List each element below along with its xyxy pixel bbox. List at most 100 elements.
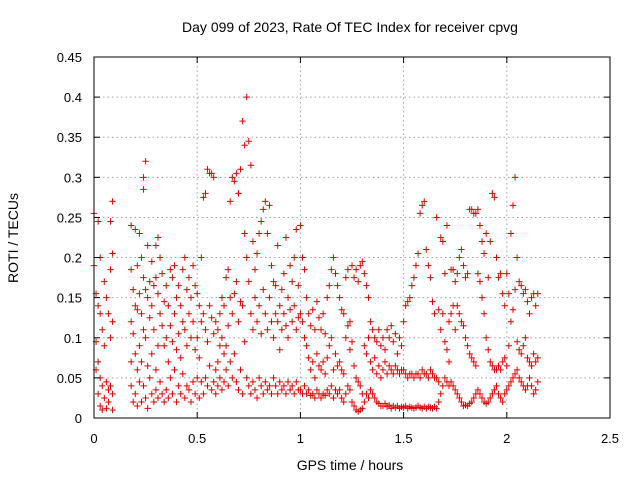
data-point [276,302,283,309]
data-point [309,306,316,313]
data-point [381,346,389,354]
data-point [142,394,149,402]
data-point [99,382,106,390]
data-point [361,270,368,277]
data-point [491,386,498,394]
data-point [132,226,139,233]
data-point [371,354,378,362]
data-point [233,378,240,386]
data-point [249,326,257,333]
data-point [150,282,158,289]
data-point [328,334,335,341]
data-point [210,378,217,386]
data-point [286,386,294,394]
data-point [507,378,515,386]
x-tick-label: 2 [503,431,510,446]
y-tick-label: 0.25 [57,210,82,225]
data-point [439,310,447,317]
data-point [348,338,356,345]
data-point [452,386,459,394]
data-point [497,270,504,277]
data-point [208,314,215,321]
data-point [239,117,246,125]
data-point [96,402,104,410]
data-point [330,254,337,261]
data-point [342,390,350,398]
data-point [301,266,308,273]
data-point [414,370,422,378]
data-point [410,374,418,382]
data-point [132,390,139,398]
data-point [406,294,413,301]
data-point [416,210,424,217]
data-point [350,274,358,281]
data-point [272,282,279,289]
data-point [532,302,539,309]
data-point [445,358,453,366]
grid-lines [94,57,610,418]
data-point [334,390,341,398]
data-point [222,342,230,349]
data-point [495,390,502,398]
data-point [264,326,271,333]
data-point [460,262,467,269]
data-point [286,262,294,269]
data-point [321,330,329,337]
data-point [260,286,267,293]
data-point [334,362,341,370]
data-point [165,302,172,309]
data-point [276,346,283,354]
data-point [396,334,403,341]
data-point [144,405,151,412]
data-point [177,302,184,309]
data-point [470,358,477,366]
data-point [109,198,116,205]
data-point [429,298,436,305]
data-point [243,254,250,261]
data-point [218,386,226,394]
x-tick-label: 1 [297,431,304,446]
data-point [350,362,358,370]
plot-frame [93,56,611,419]
data-point [418,366,426,374]
data-point [165,358,172,366]
data-point [231,290,238,297]
data-point [400,366,407,374]
data-point [177,354,184,362]
data-point [396,370,403,378]
data-point [148,390,155,398]
data-point [491,194,498,201]
data-point [158,322,166,329]
data-point [449,382,457,390]
data-point [218,334,226,341]
data-point [266,382,273,390]
data-point [208,386,215,394]
data-point [303,342,310,349]
data-point [501,390,508,398]
data-point [379,334,387,341]
data-point [206,302,213,309]
data-point [456,310,463,317]
data-point [495,274,502,281]
data-point [136,230,143,237]
data-point [373,370,380,378]
data-point [532,386,539,394]
data-point [144,362,151,370]
data-point [278,386,286,394]
data-point [344,382,352,390]
data-point [317,326,325,333]
data-point [476,390,484,398]
data-point [385,401,393,409]
data-point [388,322,395,329]
data-point [208,170,215,177]
data-point [299,254,306,261]
data-point [522,286,529,293]
data-point [136,378,143,386]
data-point [196,302,203,309]
data-point [297,222,304,229]
data-point [200,390,207,398]
data-point [284,378,292,386]
data-point [480,250,488,257]
data-point [390,370,397,378]
data-point [140,326,147,333]
